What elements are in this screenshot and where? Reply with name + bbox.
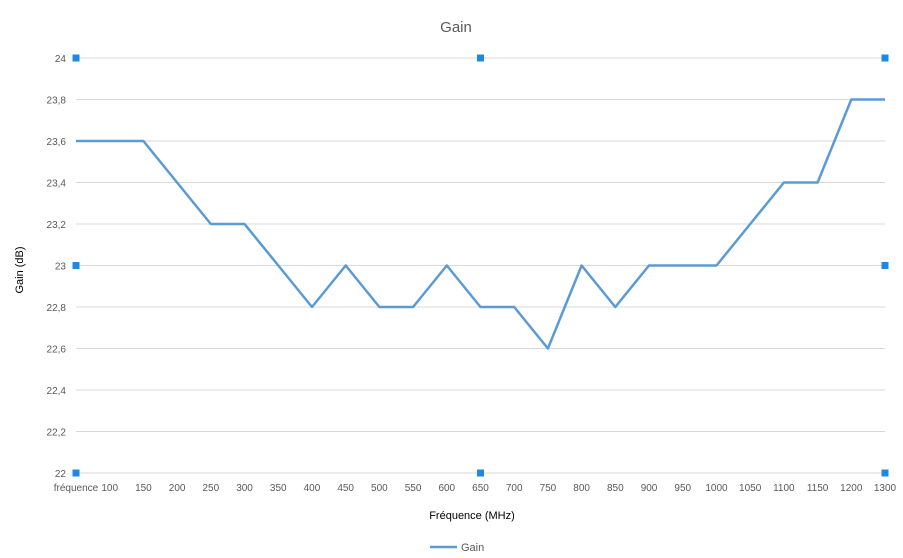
- x-tick-label: 950: [674, 483, 691, 494]
- y-tick-label: 23,2: [47, 220, 67, 231]
- x-tick-label: 650: [472, 483, 489, 494]
- x-tick-label: fréquence: [54, 483, 99, 494]
- series-layer: [76, 98, 885, 350]
- y-tick-label: 22,6: [47, 345, 67, 356]
- selection-handles[interactable]: [72, 54, 889, 477]
- series-line: [76, 98, 885, 350]
- x-tick-label: 300: [236, 483, 253, 494]
- x-tick-label: 1150: [807, 483, 829, 494]
- chart-title: Gain: [440, 19, 472, 36]
- y-axis-ticks: 22 22,2 22,4 22,6 22,8 23 23,2 23,4 23,6 23,8 24: [47, 54, 67, 480]
- y-tick-label: 24: [55, 54, 67, 65]
- x-tick-label: 1200: [840, 483, 863, 494]
- x-tick-label: 450: [337, 483, 354, 494]
- x-tick-label: 850: [607, 483, 624, 494]
- resize-handle[interactable]: [72, 54, 80, 62]
- y-tick-label: 22: [55, 469, 67, 480]
- x-axis-ticks: fréquence 100 150 200 250 300 350 400 450 500 550 6…: [54, 483, 897, 494]
- y-tick-label: 22,4: [47, 386, 67, 397]
- x-tick-label: 200: [169, 483, 186, 494]
- y-tick-label: 23,6: [47, 137, 67, 148]
- gridlines: [76, 57, 885, 474]
- resize-handle[interactable]: [881, 262, 889, 269]
- x-tick-label: 1000: [705, 483, 728, 494]
- x-tick-label: 550: [405, 483, 422, 494]
- x-tick-label: 800: [573, 483, 590, 494]
- legend-label: Gain: [461, 542, 484, 554]
- y-tick-label: 23: [55, 262, 67, 273]
- y-tick-label: 23,8: [47, 96, 67, 107]
- x-tick-label: 600: [438, 483, 455, 494]
- resize-handle[interactable]: [881, 469, 889, 477]
- resize-handle[interactable]: [477, 469, 484, 477]
- resize-handle[interactable]: [72, 262, 80, 269]
- y-axis-title: Gain (dB): [14, 246, 26, 293]
- x-tick-label: 700: [506, 483, 523, 494]
- x-axis-title: Fréquence (MHz): [429, 510, 515, 522]
- x-tick-label: 400: [304, 483, 321, 494]
- x-tick-label: 150: [135, 483, 152, 494]
- x-tick-label: 500: [371, 483, 388, 494]
- x-tick-label: 350: [270, 483, 287, 494]
- x-tick-label: 250: [202, 483, 219, 494]
- x-tick-label: 1100: [773, 483, 795, 494]
- y-tick-label: 22,2: [47, 428, 67, 439]
- y-tick-label: 22,8: [47, 303, 67, 314]
- x-tick-label: 750: [540, 483, 557, 494]
- resize-handle[interactable]: [72, 469, 80, 477]
- x-tick-label: 1050: [739, 483, 762, 494]
- x-tick-label: 100: [101, 483, 118, 494]
- x-tick-label: 900: [641, 483, 658, 494]
- y-tick-label: 23,4: [47, 179, 67, 190]
- x-tick-label: 1300: [874, 483, 897, 494]
- resize-handle[interactable]: [477, 54, 484, 62]
- resize-handle[interactable]: [881, 54, 889, 62]
- legend[interactable]: Gain: [430, 542, 484, 554]
